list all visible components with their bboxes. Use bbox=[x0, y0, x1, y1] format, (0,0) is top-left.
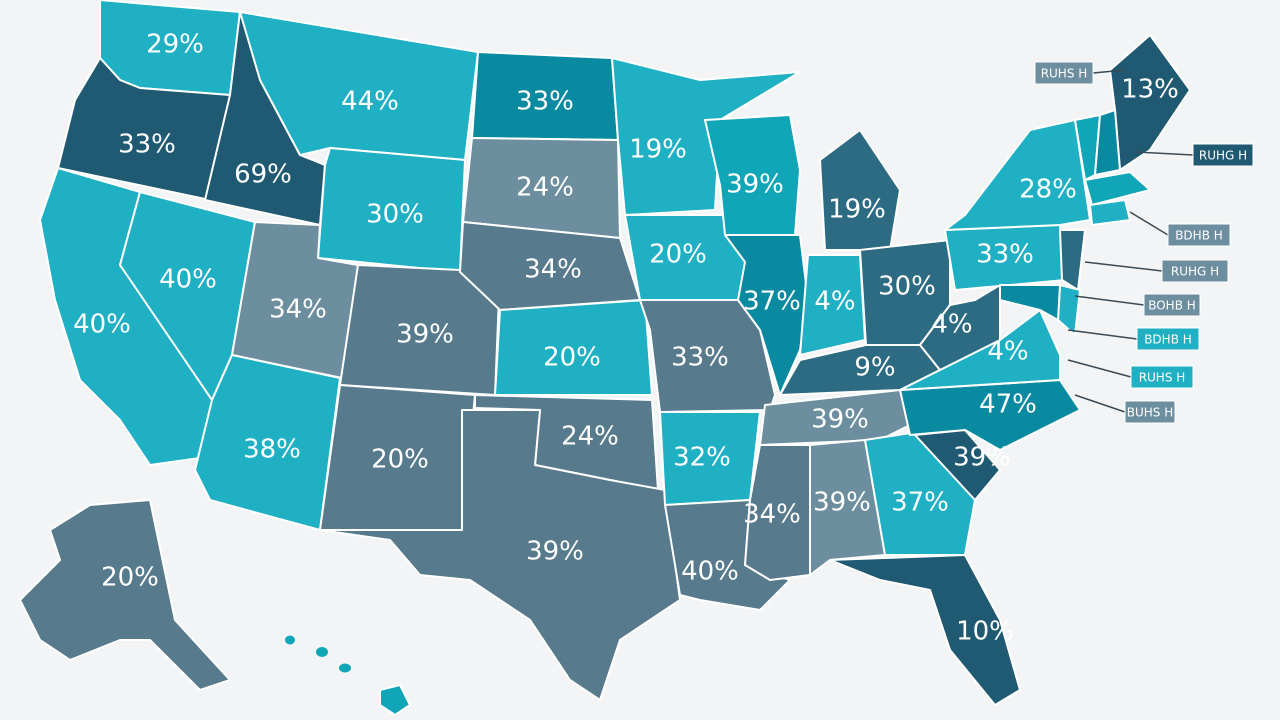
callout-label: RUHG H bbox=[1171, 265, 1219, 279]
state-mi bbox=[819, 129, 901, 251]
callout-box bbox=[1167, 223, 1231, 247]
hawaii-island bbox=[339, 663, 351, 673]
callout-box bbox=[1161, 259, 1229, 283]
state-label-il: 37% bbox=[743, 287, 801, 317]
state-label-la: 40% bbox=[681, 557, 739, 587]
state-label-pa: 33% bbox=[976, 240, 1034, 270]
state-fl bbox=[829, 554, 1021, 706]
state-label-fl: 10% bbox=[956, 617, 1014, 647]
state-label-al: 39% bbox=[813, 488, 871, 518]
state-label-ky: 9% bbox=[854, 353, 895, 383]
callout-label: BDHB H bbox=[1144, 333, 1192, 347]
state-label-co: 39% bbox=[396, 320, 454, 350]
callout-leader-line bbox=[1074, 394, 1126, 413]
state-label-ms: 34% bbox=[743, 500, 801, 530]
callout-label: BOHB H bbox=[1148, 299, 1196, 313]
state-label-az: 38% bbox=[243, 435, 301, 465]
state-label-tx: 39% bbox=[526, 537, 584, 567]
callout-label: BUHS H bbox=[1127, 406, 1174, 420]
state-label-mn: 19% bbox=[629, 135, 687, 165]
hawaii-island bbox=[316, 647, 328, 657]
callout-box bbox=[1124, 400, 1176, 424]
state-tx bbox=[319, 409, 681, 701]
state-label-ia: 20% bbox=[649, 240, 707, 270]
state-label-ks: 20% bbox=[543, 343, 601, 373]
state-label-nv: 40% bbox=[159, 265, 217, 295]
state-label-ne: 34% bbox=[524, 255, 582, 285]
callout-box bbox=[1034, 61, 1094, 85]
state-label-wa: 29% bbox=[146, 30, 204, 60]
callout-leader-line bbox=[1074, 295, 1145, 306]
state-label-ca: 40% bbox=[73, 310, 131, 340]
state-de bbox=[1057, 284, 1081, 336]
state-label-ar: 32% bbox=[673, 443, 731, 473]
state-label-or: 33% bbox=[118, 130, 176, 160]
state-nj bbox=[1059, 229, 1086, 291]
state-label-nm: 20% bbox=[371, 445, 429, 475]
callout-box bbox=[1130, 365, 1194, 389]
state-ak bbox=[19, 499, 231, 691]
state-label-sc: 39% bbox=[953, 443, 1011, 473]
labels-layer: 29% 33% 40% 40% 69% 44% 30% 34% 38% 39% 20% 33% 24% 3… bbox=[73, 30, 1179, 647]
callouts-layer: RUHS H RUHG H BDHB H RUHG H BOHB H BDHB H RUHS… bbox=[1034, 61, 1254, 424]
state-label-wi: 39% bbox=[726, 170, 784, 200]
state-label-sd: 24% bbox=[516, 173, 574, 203]
callout-label: RUHS H bbox=[1139, 371, 1186, 385]
callout-leader-line bbox=[1084, 261, 1163, 272]
state-label-ny: 28% bbox=[1019, 175, 1077, 205]
callout-leader-line bbox=[1134, 151, 1194, 156]
state-ny bbox=[944, 119, 1091, 231]
state-ks bbox=[494, 299, 653, 396]
state-label-wy: 30% bbox=[366, 200, 424, 230]
state-ma bbox=[1084, 171, 1151, 206]
state-label-oh: 30% bbox=[878, 272, 936, 302]
states-layer bbox=[19, 0, 1191, 716]
state-nh bbox=[1094, 109, 1121, 176]
state-label-ak: 20% bbox=[101, 563, 159, 593]
callout-box bbox=[1192, 143, 1254, 167]
state-label-ok: 24% bbox=[561, 422, 619, 452]
callout-label: RUHG H bbox=[1199, 149, 1247, 163]
state-label-mo: 33% bbox=[671, 343, 729, 373]
state-label-va: 4% bbox=[987, 337, 1028, 367]
callout-leader-line bbox=[1067, 329, 1138, 340]
callout-leader-line bbox=[1129, 211, 1169, 236]
callout-label: BDHB H bbox=[1175, 229, 1223, 243]
state-label-mi: 19% bbox=[828, 195, 886, 225]
callout-box bbox=[1136, 327, 1200, 351]
state-label-nc: 47% bbox=[979, 390, 1037, 420]
state-az bbox=[194, 354, 341, 531]
callout-leader-line bbox=[1092, 69, 1126, 74]
state-label-id: 69% bbox=[234, 160, 292, 190]
state-label-ga: 37% bbox=[891, 488, 949, 518]
state-ct bbox=[1089, 199, 1131, 226]
callout-label: RUHS H bbox=[1041, 67, 1088, 81]
state-hi bbox=[379, 684, 411, 716]
state-al bbox=[809, 439, 886, 576]
state-wy bbox=[317, 147, 466, 273]
state-label-tn: 39% bbox=[811, 405, 869, 435]
callout-box bbox=[1143, 293, 1201, 317]
state-label-ut: 34% bbox=[269, 295, 327, 325]
hawaii-island bbox=[285, 635, 295, 645]
state-label-mt: 44% bbox=[341, 87, 399, 117]
state-md bbox=[999, 284, 1061, 321]
state-label-wv: 4% bbox=[931, 310, 972, 340]
callout-leader-line bbox=[1067, 359, 1132, 378]
state-label-me: 13% bbox=[1121, 75, 1179, 105]
state-label-nd: 33% bbox=[516, 87, 574, 117]
state-label-in: 4% bbox=[814, 287, 855, 317]
